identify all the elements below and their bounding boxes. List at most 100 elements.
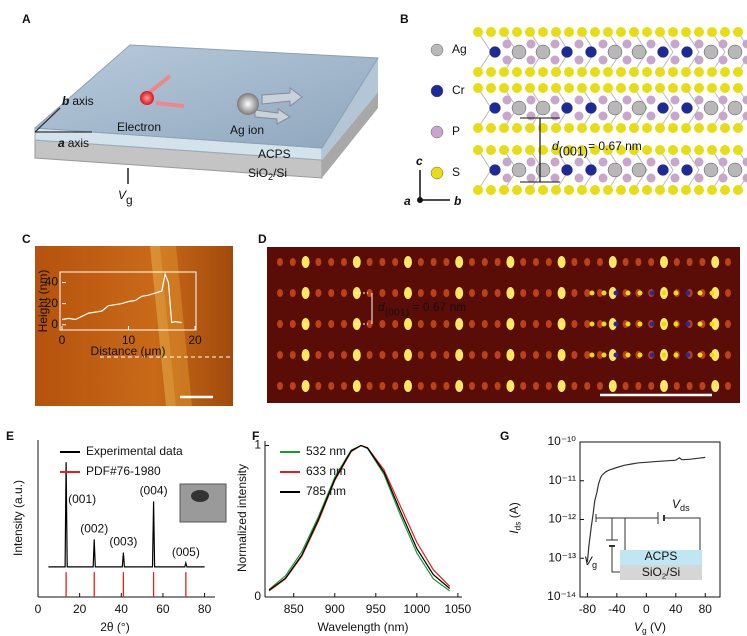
- lattice-spot: [341, 258, 347, 266]
- atom: [512, 27, 522, 37]
- atom: [622, 95, 632, 105]
- data-line: [586, 456, 706, 563]
- lattice-spot: [584, 382, 591, 390]
- b-axis-arrow: [34, 107, 61, 133]
- overlay-atom: [649, 321, 655, 327]
- lattice-spot: [417, 258, 424, 266]
- lattice-spot: [622, 258, 629, 266]
- atom: [511, 44, 527, 60]
- overlay-atom: [649, 290, 655, 296]
- overlay-atom: [685, 290, 691, 296]
- lattice-spot: [635, 258, 642, 266]
- atom: [694, 111, 704, 121]
- atom: [603, 123, 613, 133]
- atom: [668, 67, 678, 77]
- atom: [733, 83, 743, 93]
- spacing-label: d(001) = 0.67 nm: [378, 300, 466, 318]
- lattice-spot: [301, 287, 310, 299]
- atom: [502, 39, 512, 49]
- atom: [550, 173, 560, 183]
- lattice-spot: [711, 256, 720, 268]
- atom: [668, 27, 678, 37]
- atom: [550, 111, 560, 121]
- overlay-atom: [601, 290, 607, 296]
- lattice-spot: [494, 258, 501, 266]
- lattice-spot: [597, 382, 603, 390]
- lattice-spot: [430, 320, 437, 328]
- atom: [681, 102, 693, 114]
- lattice-spot: [328, 351, 335, 359]
- lattice-spot: [443, 351, 450, 359]
- atom: [681, 123, 691, 133]
- lattice-spot: [597, 351, 603, 359]
- atom: [694, 83, 704, 93]
- overlay-atom: [709, 352, 715, 358]
- atom: [525, 27, 535, 37]
- y-tick-label: 10⁻¹⁴: [547, 589, 576, 603]
- atom: [577, 145, 587, 155]
- atom: [720, 123, 730, 133]
- spacing-label-rest: = 0.67 nm: [409, 300, 466, 314]
- axis-label: a: [404, 194, 411, 208]
- atom: [657, 102, 669, 114]
- atom: [681, 83, 691, 93]
- data-line: [61, 271, 182, 324]
- atom: [499, 83, 509, 93]
- lattice-spot: [520, 258, 527, 266]
- spacing-label-main: d: [552, 139, 559, 153]
- lattice-spot: [455, 380, 464, 392]
- atom: [681, 46, 693, 58]
- atom: [607, 44, 623, 60]
- atom: [502, 157, 512, 167]
- atom: [526, 111, 536, 121]
- crystal-photo-sample: [191, 490, 209, 502]
- y-axis-label-main: I: [507, 530, 521, 534]
- atom: [720, 145, 730, 155]
- atom: [655, 67, 665, 77]
- lattice-spot: [341, 351, 347, 359]
- lattice-spot: [597, 289, 603, 297]
- atom: [561, 102, 573, 114]
- atom: [718, 39, 728, 49]
- lattice-spot: [725, 289, 731, 297]
- atom: [535, 44, 551, 60]
- atom: [585, 102, 597, 114]
- atom: [642, 83, 652, 93]
- atom: [574, 173, 584, 183]
- atom: [577, 123, 587, 133]
- lattice-spot: [417, 351, 424, 359]
- lattice-spot: [289, 258, 296, 266]
- lattice-spot: [392, 289, 399, 297]
- lattice-spot: [301, 380, 310, 392]
- lattice-spot: [481, 320, 488, 328]
- substrate-label-rest: /Si: [273, 166, 287, 180]
- atom: [590, 123, 600, 133]
- atom: [551, 123, 561, 133]
- atom: [525, 185, 535, 195]
- lattice-spot: [608, 256, 617, 268]
- atom: [512, 185, 522, 195]
- atom: [646, 95, 656, 105]
- overlay-atom: [625, 352, 631, 358]
- lattice-spot: [686, 382, 693, 390]
- x-tick-label: 80: [198, 602, 212, 616]
- atom: [670, 39, 680, 49]
- data-line: [268, 444, 451, 591]
- atom: [727, 162, 743, 178]
- atom: [502, 95, 512, 105]
- atom: [486, 83, 496, 93]
- crystal-structure: [473, 27, 747, 195]
- lattice-spot: [379, 320, 386, 328]
- overlay-atom: [673, 352, 679, 358]
- lattice-spot: [545, 351, 552, 359]
- lattice-spot: [571, 258, 578, 266]
- atom: [585, 46, 597, 58]
- afm-image: [35, 246, 233, 406]
- electron-arrow: [148, 74, 172, 94]
- x-axis-label: 2θ (°): [100, 620, 129, 634]
- legend-atom: [430, 166, 444, 180]
- lattice-spot: [648, 382, 655, 390]
- x-tick-label: -40: [608, 602, 626, 616]
- lattice-spot: [481, 382, 488, 390]
- y-tick-label: 0: [51, 317, 58, 331]
